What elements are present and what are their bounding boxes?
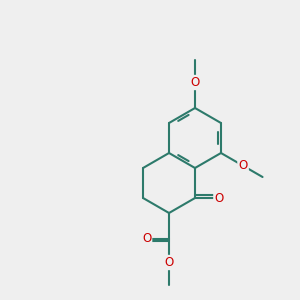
Text: O: O	[238, 159, 248, 172]
Text: O: O	[164, 256, 174, 269]
Text: O: O	[190, 76, 200, 89]
Text: O: O	[214, 191, 224, 205]
Text: O: O	[142, 232, 151, 245]
